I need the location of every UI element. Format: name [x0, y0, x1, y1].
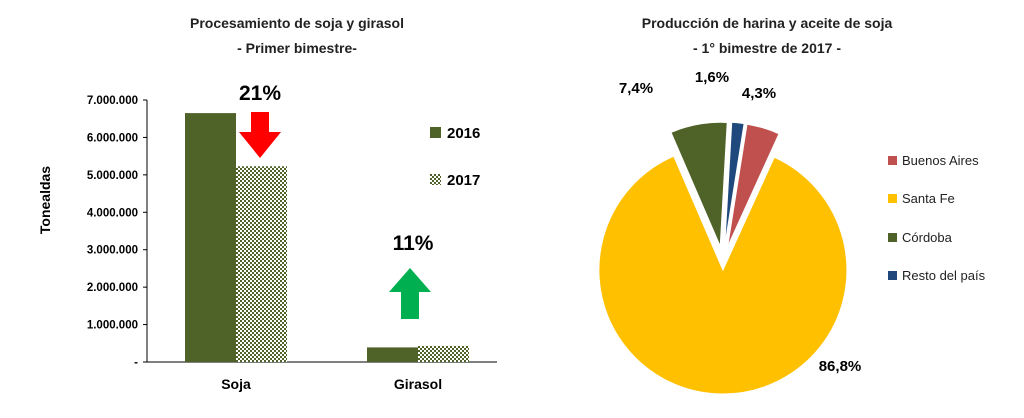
- pie-slice-c-rdoba: [670, 121, 728, 247]
- annotation-soja-percent: 21%: [239, 82, 281, 105]
- pie-slice-santa-fe: [598, 155, 848, 395]
- bar-soja-2016: [185, 113, 236, 362]
- pie-slice-resto-del-pa-s: [724, 121, 745, 247]
- y-axis-label: Tonealdas: [37, 166, 53, 234]
- bar-group: [185, 113, 469, 362]
- pie-label-buenos-aires: 4,3%: [742, 85, 776, 102]
- pie-label-resto: 1,6%: [695, 69, 729, 86]
- pie-chart-subtitle: - 1° bimestre de 2017 -: [693, 40, 841, 56]
- y-tick-label: 7.000.000: [87, 95, 138, 107]
- bar-chart-subtitle: - Primer bimestre-: [237, 40, 357, 56]
- y-tick-label: 1.000.000: [87, 320, 138, 332]
- y-tick-label: 3.000.000: [87, 245, 138, 257]
- pie-legend-label-cordoba: Córdoba: [902, 230, 953, 245]
- y-tick-label: -: [134, 357, 138, 369]
- pie-slice-buenos-aires: [727, 123, 780, 247]
- y-tick-label: 4.000.000: [87, 207, 138, 219]
- pie-legend-swatch-resto: [888, 271, 897, 280]
- y-tick-label: 5.000.000: [87, 170, 138, 182]
- category-label-soja: Soja: [221, 376, 251, 392]
- pie-legend-swatch-santa-fe: [888, 194, 897, 203]
- legend-label-2017: 2017: [447, 172, 480, 189]
- pie-legend-label-santa-fe: Santa Fe: [902, 191, 955, 206]
- pie-legend-swatch-buenos-aires: [888, 156, 897, 165]
- pie-legend-label-resto: Resto del país: [902, 268, 986, 283]
- bar-girasol-2017: [418, 345, 469, 362]
- arrow-down-icon: [239, 112, 281, 158]
- pie-legend-swatch-cordoba: [888, 233, 897, 242]
- pie-label-cordoba: 7,4%: [619, 80, 653, 97]
- pie-group: [598, 121, 848, 395]
- pie-legend-label-buenos-aires: Buenos Aires: [902, 153, 979, 168]
- category-label-girasol: Girasol: [394, 376, 442, 392]
- y-tick-label: 2.000.000: [87, 282, 138, 294]
- legend-swatch-2016: [430, 127, 441, 138]
- legend-label-2016: 2016: [447, 125, 480, 142]
- y-tick-label: 6.000.000: [87, 132, 138, 144]
- bar-soja-2017: [236, 166, 287, 362]
- annotation-girasol-percent: 11%: [393, 232, 434, 255]
- legend-swatch-2017: [430, 174, 441, 185]
- y-ticks: - 1.000.000 2.000.000 3.000.000 4.000.000 5.0…: [87, 95, 147, 369]
- arrow-up-icon: [389, 268, 431, 319]
- bar-chart-title: Procesamiento de soja y girasol: [190, 15, 404, 31]
- bar-girasol-2016: [367, 347, 418, 362]
- pie-chart-title: Producción de harina y aceite de soja: [642, 15, 893, 31]
- pie-label-santa-fe: 86,8%: [819, 358, 862, 375]
